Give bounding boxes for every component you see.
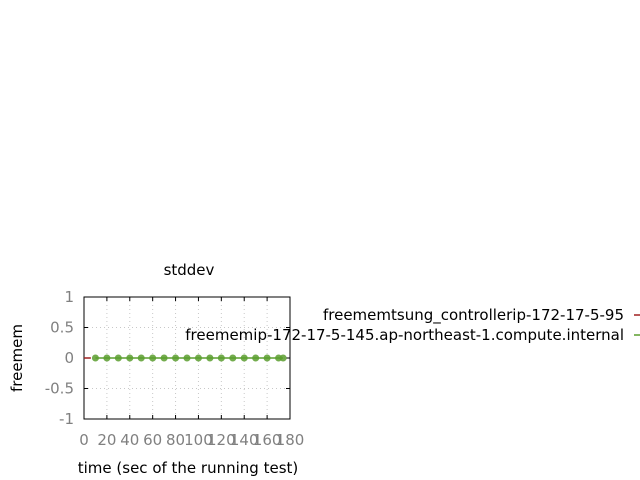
x-tick-label: 20	[97, 431, 116, 449]
data-point	[114, 354, 122, 362]
x-tick-label: 120	[207, 431, 236, 449]
x-tick-label: 0	[79, 431, 89, 449]
data-point	[183, 354, 191, 362]
y-axis: 1 0.5 0 -0.5 -1	[45, 288, 290, 428]
data-point	[160, 354, 168, 362]
data-point	[263, 354, 271, 362]
data-point	[217, 354, 225, 362]
chart-title: stddev	[164, 261, 215, 279]
x-axis-title: time (sec of the running test)	[78, 459, 299, 477]
data-point	[137, 354, 145, 362]
series-layer	[84, 354, 287, 362]
x-tick-label: 100	[184, 431, 213, 449]
data-point	[206, 354, 214, 362]
y-tick-label: -1	[59, 410, 74, 428]
y-tick-label: 0	[64, 349, 74, 367]
data-point	[252, 354, 260, 362]
data-point	[103, 354, 111, 362]
data-point	[229, 354, 237, 362]
x-tick-label: 40	[120, 431, 139, 449]
data-point	[172, 354, 180, 362]
x-tick-label: 180	[276, 431, 305, 449]
data-point	[126, 354, 134, 362]
data-point	[279, 354, 287, 362]
y-tick-label: 0.5	[50, 319, 74, 337]
legend: freememtsung_controllerip-172-17-5-95fre…	[185, 306, 640, 344]
data-point	[240, 354, 248, 362]
legend-label-1: freememip-172-17-5-145.ap-northeast-1.co…	[185, 326, 624, 344]
y-axis-title: freemem	[8, 324, 26, 392]
x-tick-label: 80	[166, 431, 185, 449]
legend-label-0: freememtsung_controllerip-172-17-5-95	[323, 306, 624, 325]
data-point	[194, 354, 202, 362]
y-tick-label: 1	[64, 288, 74, 306]
x-tick-label: 60	[143, 431, 162, 449]
x-tick-label: 140	[230, 431, 259, 449]
y-tick-label: -0.5	[45, 380, 74, 398]
x-tick-label: 160	[253, 431, 282, 449]
data-point	[91, 354, 99, 362]
data-point	[149, 354, 157, 362]
